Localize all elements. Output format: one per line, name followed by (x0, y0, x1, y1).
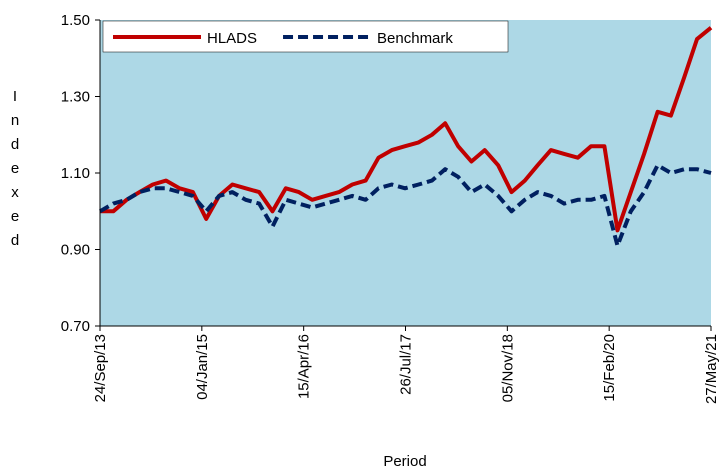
y-tick-label: 0.70 (61, 318, 90, 335)
x-tick-label: 05/Nov/18 (499, 334, 516, 402)
x-tick-label: 15/Apr/16 (296, 334, 313, 399)
series-line (98, 163, 712, 248)
x-tick-label: 26/Jul/17 (398, 334, 415, 395)
x-tick-label: 27/May/21 (703, 334, 720, 404)
y-tick-label: 0.90 (61, 242, 90, 259)
x-tick-label: 24/Sep/13 (92, 334, 109, 402)
x-axis-label: Period (383, 453, 426, 470)
series-line (100, 26, 713, 233)
legend-label: HLADS (207, 30, 257, 47)
y-tick-label: 1.10 (61, 165, 90, 182)
y-axis-label: Indexed (7, 88, 24, 256)
y-tick-label: 1.30 (61, 89, 90, 106)
y-tick-label: 1.50 (61, 12, 90, 29)
plot-area (100, 20, 711, 326)
x-tick-label: 04/Jan/15 (194, 334, 211, 400)
legend-label: Benchmark (377, 30, 453, 47)
legend: HLADS Benchmark (102, 20, 509, 53)
x-tick-label: 15/Feb/20 (601, 334, 618, 402)
